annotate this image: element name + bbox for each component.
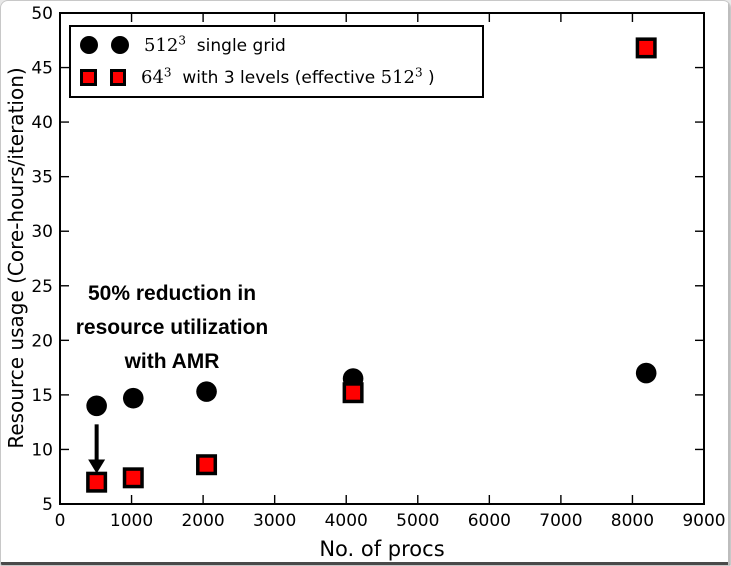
x-tick-label: 9000 <box>682 511 725 531</box>
legend-exponent: 3 <box>178 33 186 48</box>
legend-text: with 3 levels (effective <box>171 68 381 89</box>
data-point-square <box>635 37 657 59</box>
legend-exponent: 3 <box>415 65 423 80</box>
screenshot-right-edge <box>728 1 730 565</box>
legend-label-single-grid: 5123 single grid <box>144 33 286 56</box>
data-point-square <box>122 467 144 489</box>
legend-math-64: 64 <box>141 67 164 89</box>
legend-item-single-grid: 5123 single grid <box>71 29 482 61</box>
y-tick-label: 35 <box>31 168 53 188</box>
legend-math-512: 512 <box>144 34 179 56</box>
y-axis-label: Resource usage (Core-hours/iteration) <box>4 67 28 449</box>
data-point-circle <box>635 362 657 384</box>
x-tick-label: 4000 <box>325 511 368 531</box>
y-tick-label: 15 <box>31 386 53 406</box>
data-point-circle <box>196 381 217 402</box>
x-tick-label: 2000 <box>181 511 224 531</box>
legend: 5123 single grid 643 with 3 levels (effe… <box>69 25 484 98</box>
legend-circle-marker-icon <box>80 36 98 55</box>
data-point-square <box>196 454 218 476</box>
legend-square-marker-icon <box>80 69 97 86</box>
screenshot-bottom-edge <box>1 562 730 565</box>
legend-math-512: 512 <box>380 67 416 89</box>
legend-exponent: 3 <box>163 65 172 80</box>
y-tick-label: 50 <box>31 4 53 24</box>
y-tick-label: 5 <box>42 495 53 515</box>
x-tick-label: 6000 <box>468 511 511 531</box>
data-point-circle <box>122 387 144 409</box>
data-point-square <box>342 382 364 404</box>
legend-text: ) <box>422 68 435 89</box>
plot-frame <box>59 12 705 505</box>
y-tick-label: 25 <box>31 277 53 297</box>
x-tick-label: 3000 <box>253 511 296 531</box>
legend-text: single grid <box>186 35 286 56</box>
legend-circle-marker-icon <box>111 36 129 55</box>
y-tick-label: 40 <box>31 113 53 133</box>
x-tick-label: 8000 <box>611 511 654 531</box>
annotation-text: 50% reduction in resource utilization wi… <box>56 277 288 379</box>
legend-label-amr: 643 with 3 levels (effective 5123 ) <box>141 65 435 89</box>
x-tick-label: 5000 <box>396 511 439 531</box>
data-point-circle <box>86 395 107 417</box>
y-tick-label: 10 <box>31 440 53 460</box>
x-tick-label: 0 <box>55 511 66 531</box>
y-tick-label: 30 <box>31 222 53 242</box>
y-tick-label: 45 <box>31 59 53 79</box>
x-axis-label: No. of procs <box>319 537 445 561</box>
data-point-square <box>86 471 108 493</box>
legend-square-marker-icon <box>109 69 126 86</box>
annotation-line-1: 50% reduction in <box>87 282 257 305</box>
arrow-head-icon <box>88 459 106 474</box>
annotation-line-3: with AMR <box>124 350 220 373</box>
x-tick-label: 7000 <box>539 511 582 531</box>
y-tick-label: 20 <box>31 331 53 351</box>
x-tick-label: 1000 <box>110 511 153 531</box>
legend-item-amr: 643 with 3 levels (effective 5123 ) <box>71 62 482 94</box>
annotation-line-2: resource utilization <box>75 316 269 339</box>
